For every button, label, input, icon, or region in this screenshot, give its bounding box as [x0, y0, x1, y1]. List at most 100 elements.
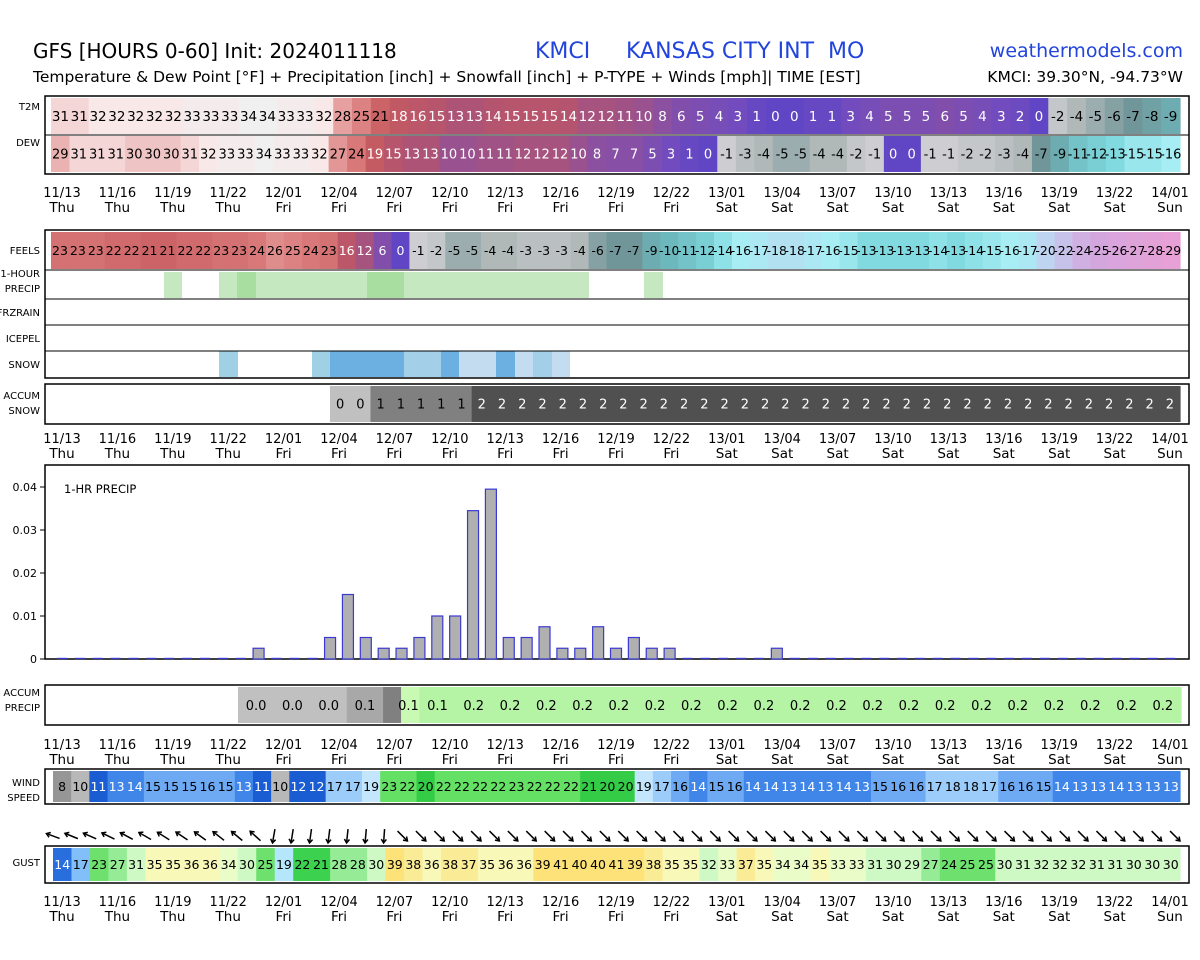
date-tick-label: 12/07: [376, 432, 413, 447]
cell-value: 23: [52, 243, 68, 258]
date-tick-label: 13/10: [874, 895, 911, 910]
cell-value: 12: [579, 109, 596, 125]
cell-value: 12: [357, 243, 373, 258]
day-tick-label: Fri: [553, 446, 569, 462]
cell-value: 0.2: [645, 699, 666, 714]
cell-value: -12: [1086, 148, 1107, 163]
cell-value: 19: [363, 779, 379, 794]
cell-value: -4: [573, 243, 586, 258]
cell: [718, 848, 738, 881]
day-tick-label: Fri: [331, 446, 347, 462]
cell-value: 13: [854, 779, 870, 794]
cell: [126, 848, 146, 881]
cell-value: -18: [784, 243, 804, 258]
cell: [1018, 232, 1038, 269]
cell-value: 0.1: [355, 699, 376, 714]
day-tick-label: Sat: [1104, 200, 1126, 216]
wind-arrow-head: [100, 831, 107, 838]
cell: [1036, 232, 1056, 269]
cell-value: -7: [609, 243, 621, 258]
day-tick-label: Fri: [386, 909, 402, 925]
date-tick-label: 11/22: [209, 895, 246, 910]
date-tick-label: 11/22: [209, 738, 246, 753]
cell: [257, 98, 278, 134]
site-link[interactable]: weathermodels.com: [990, 40, 1183, 62]
cell: [1072, 232, 1091, 269]
cell-value: 2: [862, 398, 870, 413]
cell: [876, 386, 898, 422]
wind-arrow: [46, 832, 60, 840]
cell: [1161, 771, 1181, 802]
cell: [961, 771, 981, 802]
row-label-line: T2M: [18, 102, 40, 113]
wind-arrow-head: [1175, 836, 1181, 842]
cell: [671, 98, 692, 134]
precip-bar: [252, 647, 265, 660]
wind-arrow: [764, 830, 776, 842]
cell-value: -9: [1164, 109, 1177, 125]
cell-value: 30: [145, 148, 162, 163]
cell-value: 17: [73, 857, 89, 872]
day-tick-label: Sat: [882, 200, 904, 216]
cell: [471, 771, 490, 802]
cell: [860, 98, 880, 134]
cell-value: -3: [556, 243, 568, 258]
cell-value: 15: [163, 779, 179, 794]
date-tick-label: 13/07: [819, 738, 856, 753]
cell: [1124, 848, 1144, 881]
row-label-line: FRZRAIN: [0, 308, 40, 319]
wind-arrow-head: [678, 836, 685, 842]
cell: [1089, 771, 1108, 802]
date-tick-label: 13/16: [985, 432, 1022, 447]
day-tick-label: Sat: [716, 446, 738, 462]
cell: [717, 136, 737, 172]
cell: [1106, 848, 1126, 881]
row-label-line: PRECIP: [5, 284, 40, 295]
cell: [745, 687, 783, 723]
cell: [1038, 386, 1060, 422]
cell: [939, 136, 959, 172]
cell: [256, 848, 276, 881]
cell-value: 36: [424, 857, 440, 872]
wind-arrow-head: [211, 830, 218, 837]
cell: [319, 232, 339, 269]
cell: [1104, 98, 1125, 134]
wind-arrow: [746, 830, 758, 842]
cell: [916, 98, 936, 134]
cell: [143, 771, 163, 802]
cell-value: 3: [734, 109, 743, 125]
cell-value: 33: [293, 148, 310, 163]
wind-arrow: [1151, 830, 1163, 842]
day-tick-label: Sat: [1104, 909, 1126, 925]
cell-value: 11: [496, 148, 513, 163]
cell-value: 1: [437, 398, 445, 413]
cell-value: 7: [611, 148, 619, 163]
day-tick-label: Sun: [1157, 200, 1183, 216]
cell: [51, 232, 70, 269]
cell-value: 13: [1072, 779, 1088, 794]
cell-value: 35: [147, 857, 163, 872]
cell: [784, 98, 805, 134]
wind-arrow: [672, 830, 684, 842]
wind-arrow: [83, 832, 97, 840]
cell-value: 16: [908, 779, 924, 794]
date-axis-2: 11/13Thu11/16Thu11/19Thu11/22Thu12/01Fri…: [43, 432, 1188, 462]
cell: [199, 136, 219, 172]
wind-arrow-head: [494, 836, 501, 842]
cell-value: 2: [1016, 109, 1025, 125]
precip-bar: [449, 615, 462, 660]
cell: [325, 771, 345, 802]
cell-value: 14: [836, 779, 852, 794]
cell-value: 0.2: [1044, 699, 1065, 714]
date-tick-label: 12/13: [486, 432, 523, 447]
row-label-line: 1-HOUR: [0, 269, 40, 280]
day-tick-label: Thu: [215, 446, 241, 462]
cell-value: 2: [721, 398, 729, 413]
cell-value: 41: [609, 857, 625, 872]
cell: [624, 136, 644, 172]
date-tick-label: 11/16: [99, 738, 136, 753]
cell-value: -10: [659, 243, 679, 258]
date-tick-label: 13/07: [819, 186, 856, 201]
day-tick-label: Fri: [553, 909, 569, 925]
cell-value: 35: [479, 857, 495, 872]
